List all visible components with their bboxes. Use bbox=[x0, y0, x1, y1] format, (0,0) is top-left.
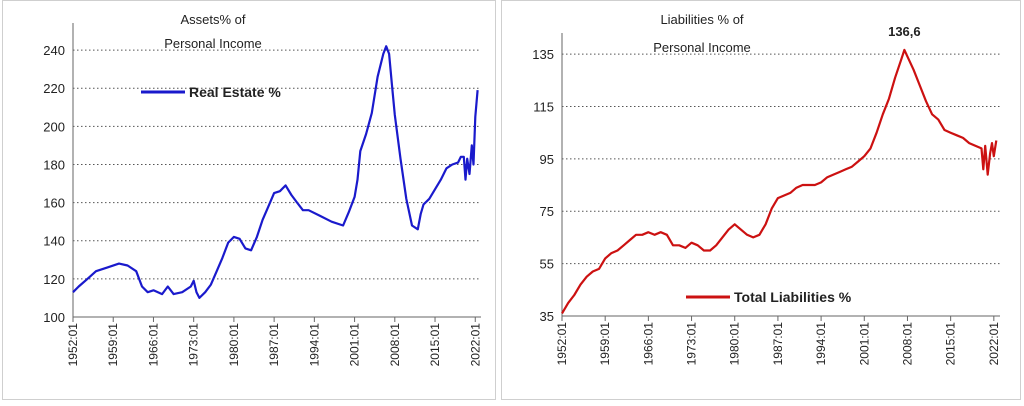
assets-x-tick-label: 1987:01 bbox=[267, 323, 281, 367]
assets-x-tick-label: 2008:01 bbox=[388, 323, 402, 367]
liabilities-x-tick-label: 2015:01 bbox=[944, 322, 958, 366]
liabilities-chart-title-line: Liabilities % of bbox=[660, 12, 743, 27]
liabilities-x-tick-label: 1966:01 bbox=[641, 322, 655, 366]
liabilities-y-tick-label: 35 bbox=[540, 309, 554, 324]
liabilities-y-tick-label: 55 bbox=[540, 257, 554, 272]
liabilities-x-tick-label: 1994:01 bbox=[814, 322, 828, 366]
liabilities-chart-svg: 35 55 75 95 115 135 1952:01 1959:01 1966:01 1973:… bbox=[532, 12, 1001, 366]
assets-x-tick-label: 2015:01 bbox=[428, 323, 442, 367]
assets-chart-title-line: Assets% of bbox=[180, 12, 245, 27]
assets-x-tick-label: 1980:01 bbox=[227, 323, 241, 367]
liabilities-y-tick-label: 95 bbox=[540, 152, 554, 167]
liabilities-x-tick-label: 1959:01 bbox=[598, 322, 612, 366]
assets-x-tick-label: 1994:01 bbox=[307, 323, 321, 367]
liabilities-y-tick-label: 75 bbox=[540, 204, 554, 219]
liabilities-x-tick-label: 2001:01 bbox=[857, 322, 871, 366]
assets-x-tick-label: 2001:01 bbox=[348, 323, 362, 367]
liabilities-peak-annotation: 136,6 bbox=[888, 24, 921, 39]
assets-y-tick-label: 100 bbox=[43, 310, 65, 325]
liabilities-legend-label: Total Liabilities % bbox=[734, 289, 852, 305]
assets-x-tick-label: 1952:01 bbox=[66, 323, 80, 367]
liabilities-x-tick-label: 1973:01 bbox=[685, 322, 699, 366]
assets-y-tick-label: 200 bbox=[43, 119, 65, 134]
assets-chart-title-line: Personal Income bbox=[164, 36, 262, 51]
liabilities-series-line bbox=[561, 48, 998, 314]
liabilities-x-tick-label: 1987:01 bbox=[771, 322, 785, 366]
assets-y-tick-label: 220 bbox=[43, 81, 65, 96]
assets-x-tick-label: 1966:01 bbox=[146, 323, 160, 367]
liabilities-x-tick-label: 2008:01 bbox=[900, 322, 914, 366]
assets-y-tick-label: 140 bbox=[43, 234, 65, 249]
assets-x-tick-label: 2022:01 bbox=[468, 323, 482, 367]
liabilities-x-tick-label: 1952:01 bbox=[555, 322, 569, 366]
assets-y-tick-label: 160 bbox=[43, 196, 65, 211]
liabilities-x-tick-label: 1980:01 bbox=[728, 322, 742, 366]
assets-y-tick-label: 240 bbox=[43, 43, 65, 58]
liabilities-y-tick-label: 135 bbox=[532, 47, 554, 62]
liabilities-chart-title-line: Personal Income bbox=[653, 40, 751, 55]
assets-chart-svg: 100 120 140 160 180 200 220 240 1952:01 1959:01 19… bbox=[43, 12, 482, 367]
liabilities-y-tick-label: 115 bbox=[533, 99, 554, 114]
assets-y-tick-label: 120 bbox=[43, 272, 65, 287]
assets-x-tick-label: 1973:01 bbox=[187, 323, 201, 367]
assets-x-tick-label: 1959:01 bbox=[106, 323, 120, 367]
assets-y-tick-label: 180 bbox=[43, 157, 65, 172]
assets-chart-panel: 100 120 140 160 180 200 220 240 1952:01 1959:01 19… bbox=[2, 0, 496, 400]
assets-series-line bbox=[72, 45, 479, 299]
liabilities-x-tick-label: 2022:01 bbox=[987, 322, 1001, 366]
liabilities-chart-panel: 35 55 75 95 115 135 1952:01 1959:01 1966:01 1973:… bbox=[501, 0, 1021, 400]
assets-legend-label: Real Estate % bbox=[189, 84, 281, 100]
